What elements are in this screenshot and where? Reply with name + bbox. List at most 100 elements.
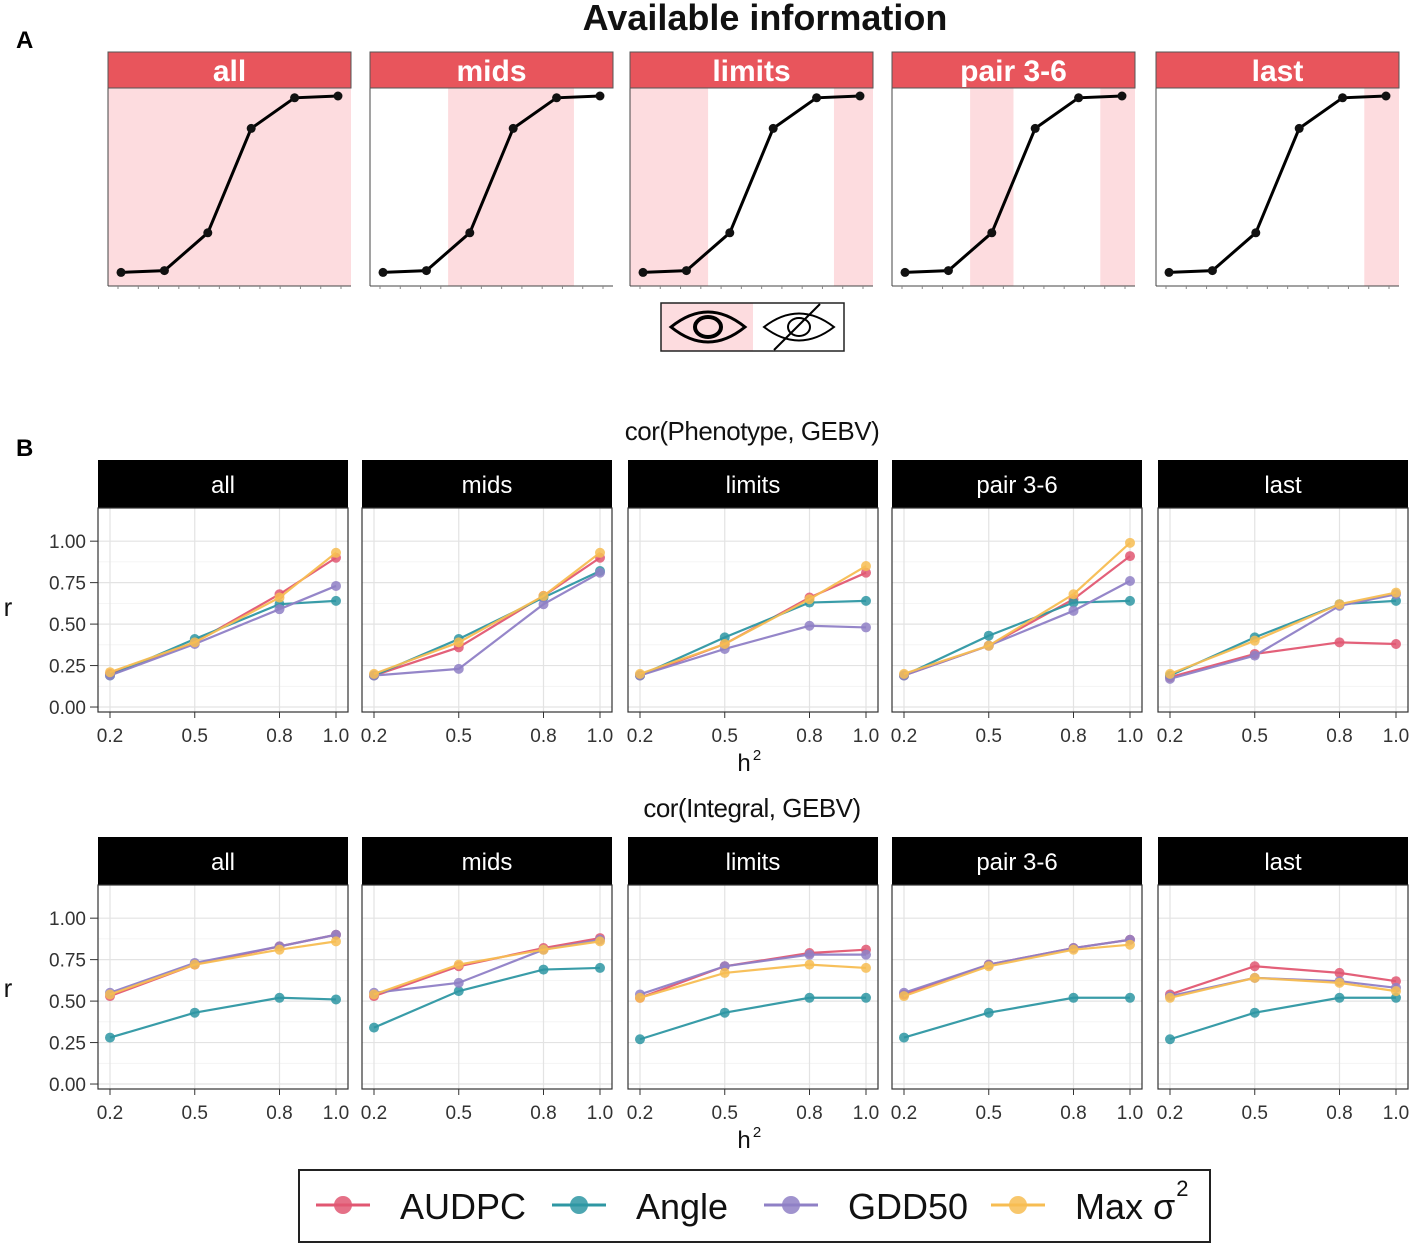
y-axis-label: r — [4, 973, 13, 1003]
data-point-max-2 — [105, 667, 115, 678]
data-point-max-2 — [899, 668, 909, 679]
data-point-angle — [1125, 992, 1135, 1003]
a-curve-point — [595, 91, 605, 101]
x-tick-label: 0.8 — [530, 1103, 556, 1124]
visible-range — [970, 88, 1014, 286]
data-point-gdd50 — [453, 663, 464, 674]
a-curve — [382, 94, 601, 274]
facet-strip-label: last — [1264, 472, 1302, 499]
facet-pair-3-6: pair 3-6 0.2 0.5 0.8 1.0 — [891, 460, 1143, 747]
series-line-max-2 — [109, 551, 337, 674]
x-tick-label: 0.8 — [796, 726, 822, 747]
legend-label: GDD50 — [848, 1186, 968, 1227]
legend-label-superscript: 2 — [1176, 1176, 1188, 1201]
data-point-max-2 — [719, 967, 730, 978]
data-point-max-2 — [1068, 944, 1079, 955]
data-point-gdd50 — [1068, 605, 1079, 616]
data-point-angle — [1165, 1034, 1175, 1045]
x-tick-label: 0.2 — [97, 1103, 123, 1124]
a-strip — [1155, 51, 1400, 89]
a-curve-point — [1381, 91, 1391, 101]
data-point-gdd50 — [453, 977, 464, 988]
data-point-max-2 — [635, 668, 645, 679]
x-tick-label: 1.0 — [1383, 726, 1409, 747]
facet-strip-label: mids — [462, 472, 513, 499]
a-curve-point — [987, 228, 997, 238]
a-curve-point — [812, 93, 822, 103]
visible-range — [630, 88, 709, 286]
data-point-audpc — [1125, 551, 1135, 562]
a-curve-point — [1030, 123, 1040, 133]
y-tick-label: 0.50 — [49, 615, 86, 636]
a-curve-point — [768, 123, 778, 133]
a-curve-point — [203, 228, 213, 238]
x-tick-label: 0.5 — [712, 1103, 738, 1124]
facet-pair-3-6: pair 3-6 0.2 0.5 0.8 1.0 — [891, 837, 1143, 1124]
data-point-angle — [595, 962, 605, 973]
y-tick-label: 0.00 — [49, 1075, 86, 1096]
series-line-audpc — [639, 948, 867, 999]
y-tick-label: 0.25 — [49, 657, 86, 678]
legend-label: Angle — [636, 1186, 728, 1227]
a-curve — [904, 94, 1123, 274]
series-line-max-2 — [903, 542, 1131, 675]
data-point-gdd50 — [1125, 575, 1135, 586]
series-line-angle — [639, 599, 867, 677]
facet-strip-label: limits — [726, 849, 781, 876]
data-point-max-2 — [331, 547, 341, 558]
y-tick-label: 0.50 — [49, 992, 86, 1013]
data-point-max-2 — [719, 639, 730, 649]
data-point-gdd50 — [861, 622, 871, 633]
facet-all: all 0.2 0.5 0.8 1.0 — [97, 837, 349, 1124]
a-strip-label: all — [213, 55, 246, 88]
data-point-max-2 — [538, 590, 549, 601]
a-curve-point — [943, 266, 953, 276]
facet-strip — [892, 837, 1142, 885]
series-line-gdd50 — [903, 938, 1131, 994]
facet-border — [891, 507, 1143, 713]
data-point-max-2 — [105, 989, 115, 1000]
y-tick-label: 1.00 — [49, 532, 86, 553]
series-line-angle — [373, 966, 601, 1029]
a-curve-point — [333, 91, 343, 101]
a-curve — [1168, 94, 1387, 274]
x-tick-label: 1.0 — [1117, 726, 1143, 747]
a-curve-point — [378, 267, 388, 277]
a-facet-last: last — [1155, 51, 1400, 289]
a-curve-point — [725, 228, 735, 238]
chart-title: cor(Integral, GEBV) — [643, 793, 860, 823]
x-tick-label: 0.8 — [1326, 726, 1352, 747]
a-curve-point — [1207, 266, 1217, 276]
legend-key-point — [1009, 1196, 1027, 1214]
a-curve — [120, 94, 339, 274]
data-point-max-2 — [983, 961, 994, 972]
series-line-max-2 — [1169, 591, 1397, 675]
x-tick-label: 0.5 — [182, 726, 208, 747]
data-point-angle — [804, 992, 815, 1003]
facet-strip — [98, 460, 348, 508]
x-tick-label: 1.0 — [853, 726, 879, 747]
x-tick-label: 1.0 — [1117, 1103, 1143, 1124]
a-facet-all: all — [107, 51, 352, 289]
x-tick-label: 0.8 — [1060, 1103, 1086, 1124]
a-strip-label: mids — [456, 55, 526, 88]
data-point-max-2 — [861, 561, 871, 572]
x-tick-label: 0.8 — [1060, 726, 1086, 747]
data-point-max-2 — [453, 637, 464, 648]
x-tick-label: 1.0 — [587, 726, 613, 747]
x-tick-label: 0.5 — [182, 1103, 208, 1124]
facet-strip-label: pair 3-6 — [976, 472, 1057, 499]
facet-border — [361, 507, 613, 713]
a-curve-point — [421, 266, 431, 276]
data-point-angle — [453, 986, 464, 997]
a-curve-point — [1074, 93, 1084, 103]
a-curve-point — [681, 266, 691, 276]
data-point-angle — [331, 595, 341, 606]
series-line-gdd50 — [639, 953, 866, 996]
a-strip — [629, 51, 874, 89]
legend-key-point — [334, 1196, 352, 1214]
a-facet-pair-3-6: pair 3-6 — [891, 51, 1136, 289]
series-line-angle — [1169, 996, 1396, 1041]
